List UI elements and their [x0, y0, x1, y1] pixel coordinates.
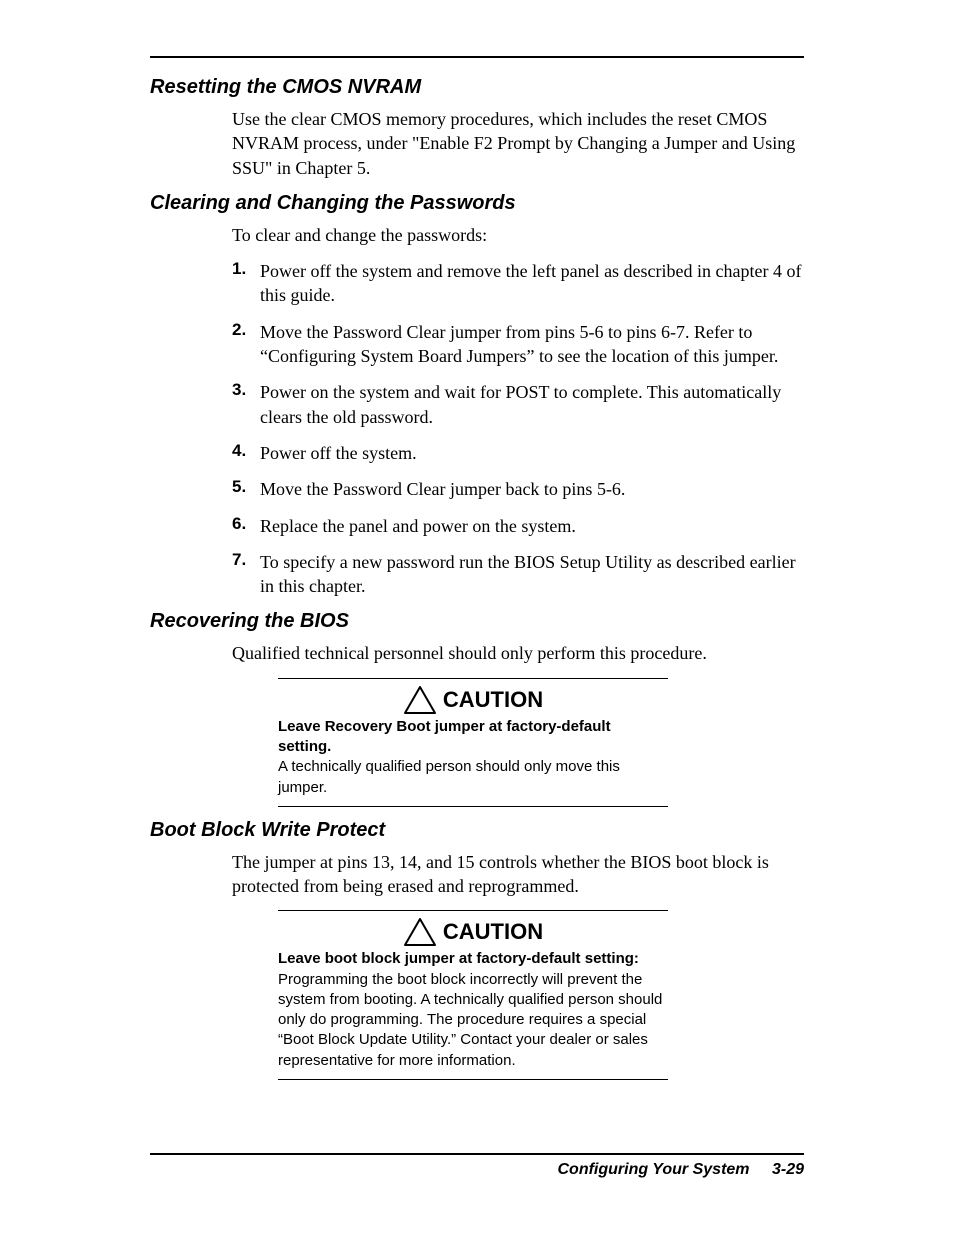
- list-number: 3.: [232, 380, 260, 429]
- caution-bold-text: Leave boot block jumper at factory-defau…: [278, 949, 668, 969]
- list-text: Power off the system and remove the left…: [260, 259, 804, 308]
- body-text: The jumper at pins 13, 14, and 15 contro…: [150, 850, 804, 899]
- list-text: Power on the system and wait for POST to…: [260, 380, 804, 429]
- list-text: Replace the panel and power on the syste…: [260, 514, 804, 538]
- footer-title: Configuring Your System: [558, 1161, 750, 1178]
- caution-label: CAUTION: [443, 919, 543, 945]
- caution-triangle-icon: [403, 685, 437, 715]
- list-number: 5.: [232, 477, 260, 501]
- page-footer: Configuring Your System 3-29: [150, 1153, 804, 1179]
- list-item: 2. Move the Password Clear jumper from p…: [232, 320, 804, 369]
- caution-triangle-icon: [403, 917, 437, 947]
- ordered-list: 1. Power off the system and remove the l…: [150, 259, 804, 598]
- caution-header: CAUTION: [278, 685, 668, 715]
- list-text: Move the Password Clear jumper back to p…: [260, 477, 804, 501]
- list-number: 1.: [232, 259, 260, 308]
- list-number: 7.: [232, 550, 260, 599]
- section-heading-clear-passwords: Clearing and Changing the Passwords: [150, 192, 804, 215]
- document-page: Resetting the CMOS NVRAM Use the clear C…: [0, 0, 954, 1235]
- caution-body-text: Programming the boot block incorrectly w…: [278, 970, 668, 1071]
- section-heading-recover-bios: Recovering the BIOS: [150, 610, 804, 633]
- list-text: To specify a new password run the BIOS S…: [260, 550, 804, 599]
- footer-page-number: 3-29: [772, 1161, 804, 1178]
- caution-label: CAUTION: [443, 687, 543, 713]
- body-text: Use the clear CMOS memory procedures, wh…: [150, 107, 804, 180]
- list-number: 2.: [232, 320, 260, 369]
- list-item: 7. To specify a new password run the BIO…: [232, 550, 804, 599]
- list-item: 3. Power on the system and wait for POST…: [232, 380, 804, 429]
- caution-bold-text: Leave Recovery Boot jumper at factory-de…: [278, 717, 668, 758]
- list-number: 6.: [232, 514, 260, 538]
- list-item: 6. Replace the panel and power on the sy…: [232, 514, 804, 538]
- caution-body-text: A technically qualified person should on…: [278, 757, 668, 798]
- top-rule: [150, 56, 804, 58]
- caution-block: CAUTION Leave boot block jumper at facto…: [278, 910, 668, 1080]
- body-text: Qualified technical personnel should onl…: [150, 641, 804, 665]
- list-text: Power off the system.: [260, 441, 804, 465]
- list-number: 4.: [232, 441, 260, 465]
- section-heading-boot-block: Boot Block Write Protect: [150, 819, 804, 842]
- body-text: To clear and change the passwords:: [150, 223, 804, 247]
- list-item: 5. Move the Password Clear jumper back t…: [232, 477, 804, 501]
- caution-header: CAUTION: [278, 917, 668, 947]
- caution-block: CAUTION Leave Recovery Boot jumper at fa…: [278, 678, 668, 807]
- section-heading-reset-cmos: Resetting the CMOS NVRAM: [150, 76, 804, 99]
- list-item: 1. Power off the system and remove the l…: [232, 259, 804, 308]
- list-text: Move the Password Clear jumper from pins…: [260, 320, 804, 369]
- list-item: 4. Power off the system.: [232, 441, 804, 465]
